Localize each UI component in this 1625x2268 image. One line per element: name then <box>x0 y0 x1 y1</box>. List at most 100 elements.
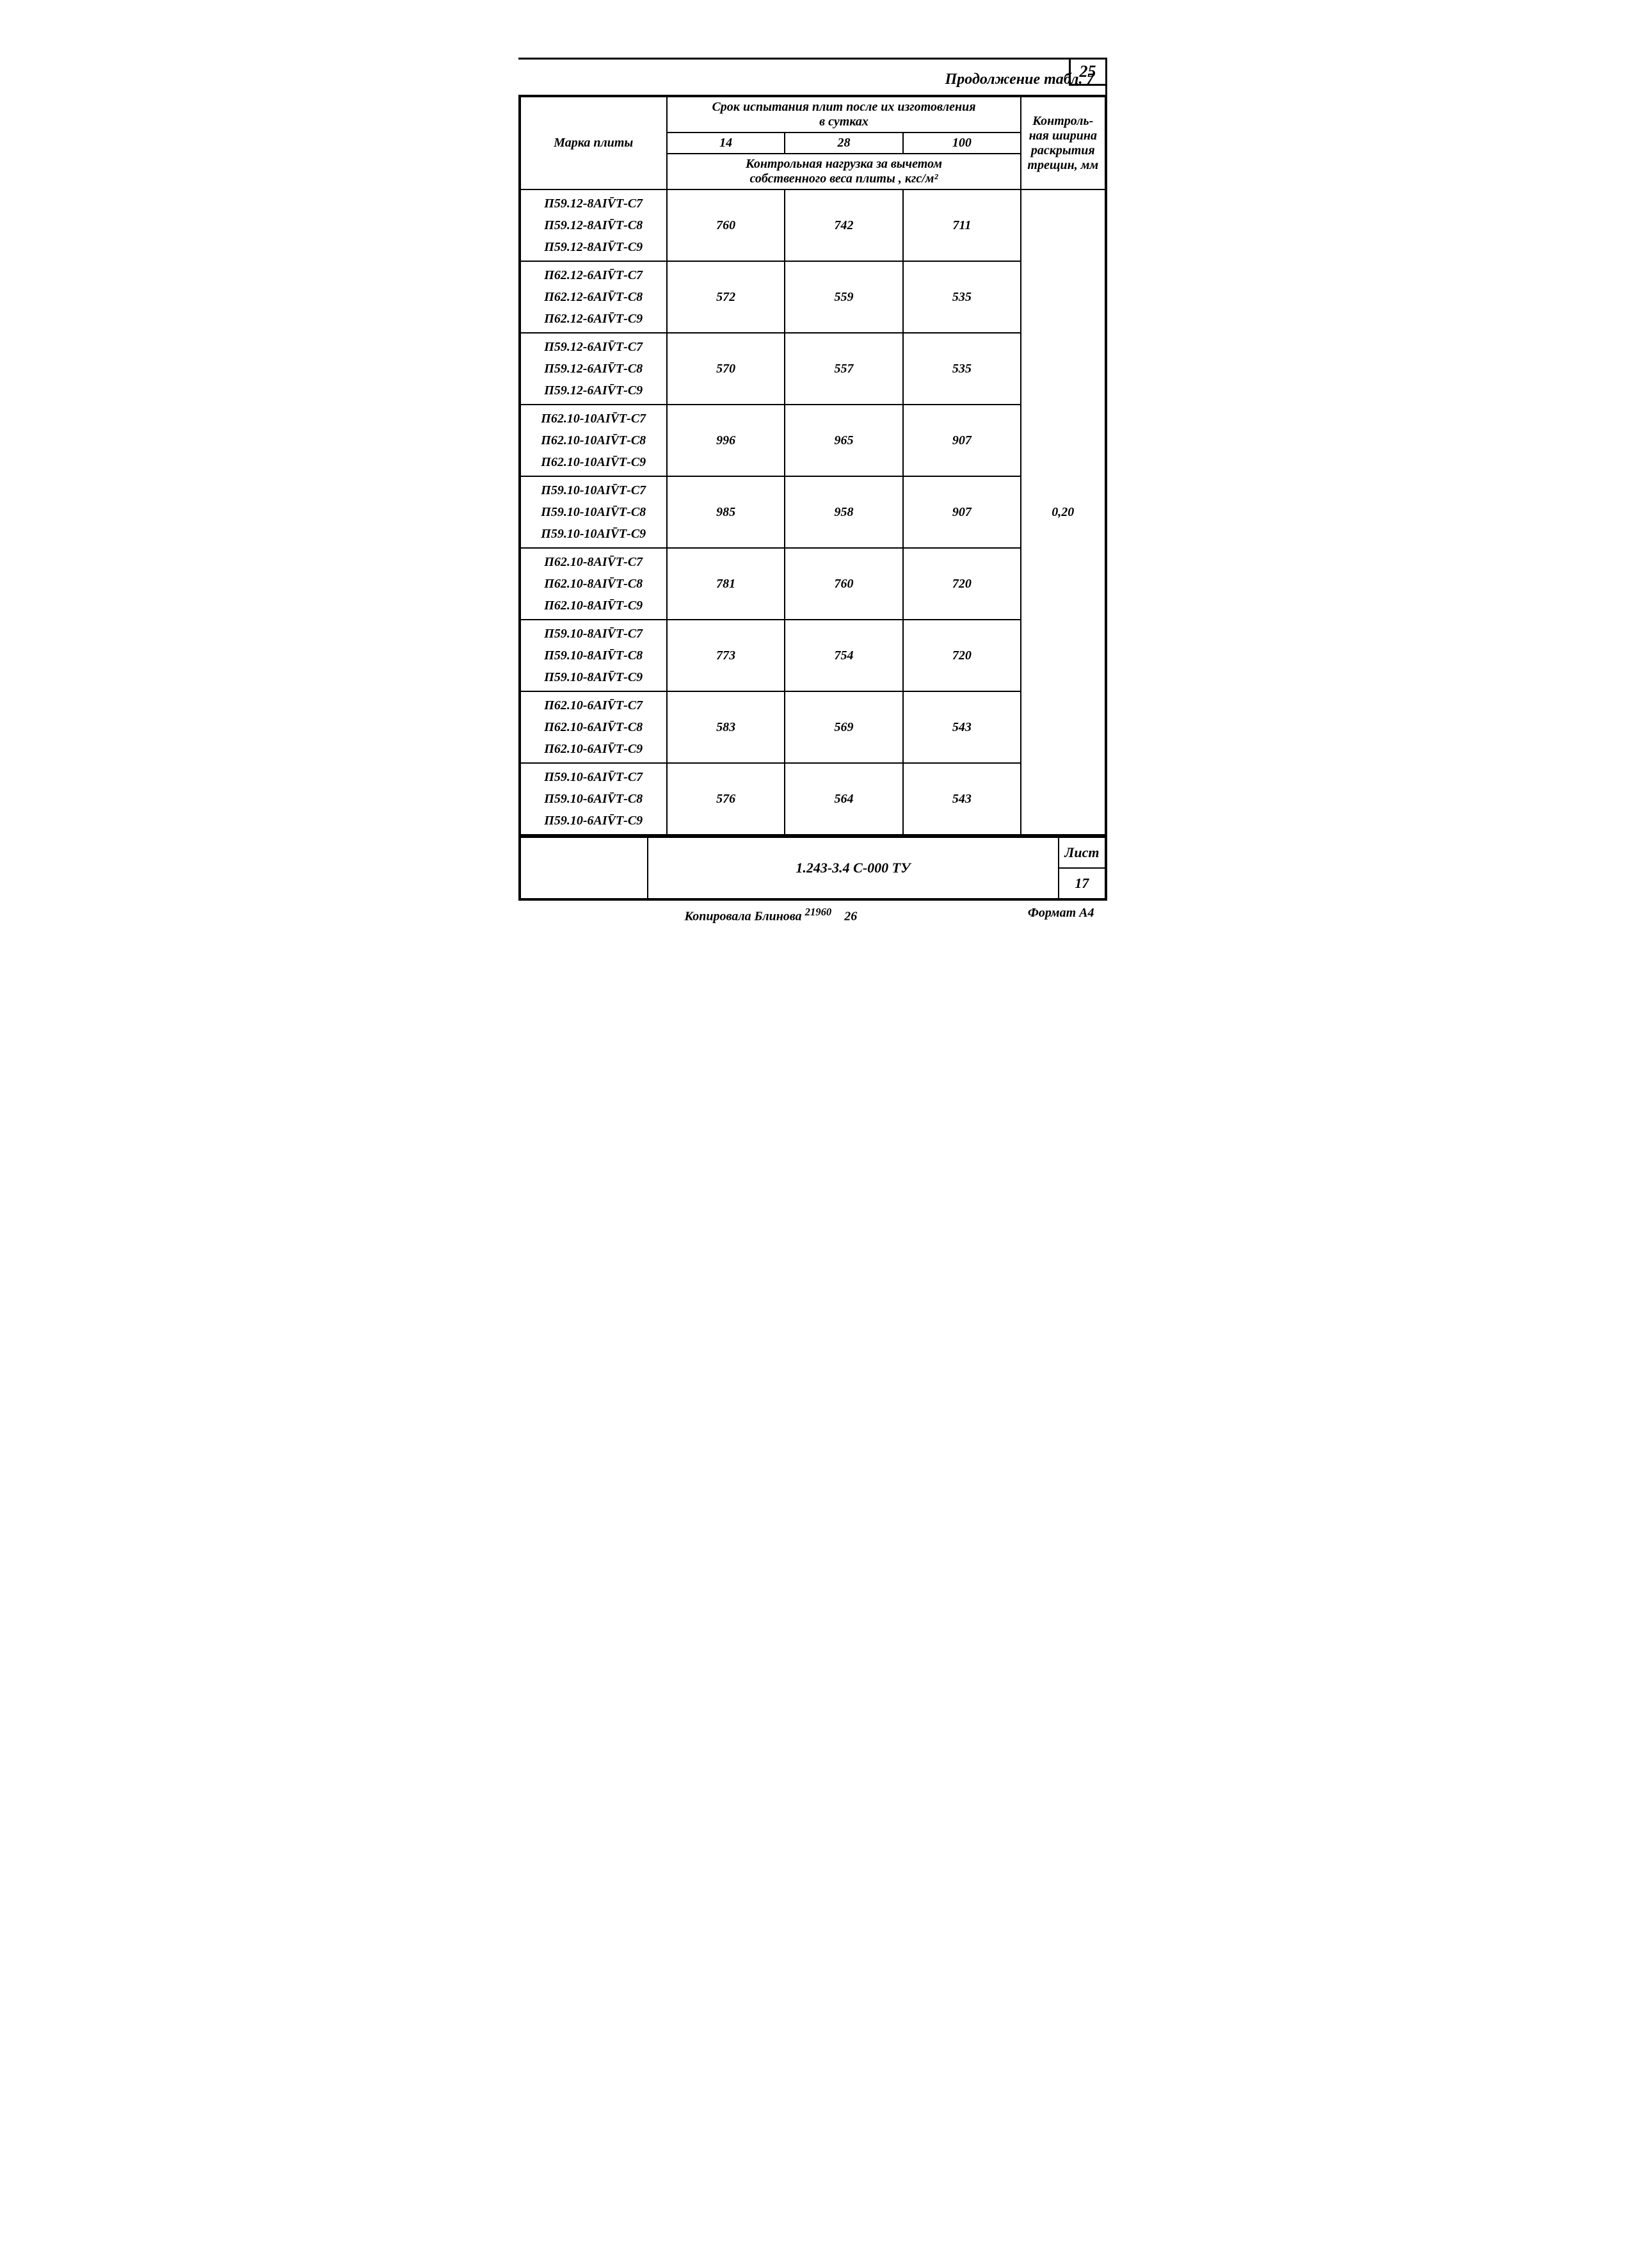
mark-cell: П59.12-8АIV̄Т-С7П59.12-8АIV̄Т-С8П59.12-8… <box>520 189 667 261</box>
header-kn-line1: Контрольная нагрузка за вычетом <box>671 157 1016 172</box>
value-cell: 572 <box>667 261 785 333</box>
value-cell: 576 <box>667 763 785 835</box>
header-marka: Марка плиты <box>520 96 667 189</box>
value-cell: 985 <box>667 476 785 548</box>
value-cell: 958 <box>785 476 902 548</box>
table-row: П59.10-8АIV̄Т-С7П59.10-8АIV̄Т-С8П59.10-8… <box>520 620 1106 691</box>
mark-label: П59.10-8АIV̄Т-С9 <box>525 666 662 688</box>
value-cell: 773 <box>667 620 785 691</box>
value-cell: 559 <box>785 261 902 333</box>
mark-cell: П59.12-6АIV̄Т-С7П59.12-6АIV̄Т-С8П59.12-6… <box>520 333 667 405</box>
mark-label: П62.10-10АIV̄Т-С9 <box>525 451 662 473</box>
table-row: П62.10-6АIV̄Т-С7П62.10-6АIV̄Т-С8П62.10-6… <box>520 691 1106 763</box>
value-cell: 711 <box>903 189 1021 261</box>
value-cell: 781 <box>667 548 785 620</box>
mark-cell: П62.10-10АIV̄Т-С7П62.10-10АIV̄Т-С8П62.10… <box>520 405 667 476</box>
mark-label: П59.12-6АIV̄Т-С8 <box>525 358 662 380</box>
value-cell: 535 <box>903 261 1021 333</box>
mark-cell: П62.10-8АIV̄Т-С7П62.10-8АIV̄Т-С8П62.10-8… <box>520 548 667 620</box>
continuation-title: Продолжение табл. 7 <box>518 71 1094 88</box>
value-cell: 742 <box>785 189 902 261</box>
value-cell: 557 <box>785 333 902 405</box>
value-cell: 720 <box>903 548 1021 620</box>
mark-label: П62.10-8АIV̄Т-С7 <box>525 551 662 573</box>
value-cell: 996 <box>667 405 785 476</box>
mark-label: П62.10-6АIV̄Т-С9 <box>525 738 662 760</box>
format-label: Формат А4 <box>1028 906 1094 924</box>
header-100: 100 <box>903 133 1021 154</box>
mark-label: П62.12-6АIV̄Т-С9 <box>525 308 662 330</box>
data-table: Марка плиты Срок испытания плит после их… <box>518 95 1107 837</box>
mark-label: П59.12-8АIV̄Т-С9 <box>525 236 662 258</box>
value-cell: 754 <box>785 620 902 691</box>
page-number-top: 25 <box>1069 58 1107 86</box>
mark-label: П59.12-6АIV̄Т-С9 <box>525 380 662 401</box>
bottom-line: Копировала Блинова 21960 26 Формат А4 <box>518 906 1107 924</box>
mark-label: П62.10-10АIV̄Т-С7 <box>525 408 662 430</box>
mark-label: П59.10-8АIV̄Т-С7 <box>525 623 662 645</box>
copied-by: Копировала Блинова 21960 26 <box>685 906 858 924</box>
header-crack-width: Контроль-ная ширина раскрытия трещин, мм <box>1021 96 1105 189</box>
mark-label: П59.10-6АIV̄Т-С9 <box>525 810 662 832</box>
table-row: П59.10-10АIV̄Т-С7П59.10-10АIV̄Т-С8П59.10… <box>520 476 1106 548</box>
mark-cell: П62.12-6АIV̄Т-С7П62.12-6АIV̄Т-С8П62.12-6… <box>520 261 667 333</box>
value-cell: 907 <box>903 405 1021 476</box>
value-cell: 760 <box>785 548 902 620</box>
mark-label: П59.10-10АIV̄Т-С9 <box>525 523 662 545</box>
mark-label: П59.12-8АIV̄Т-С7 <box>525 193 662 214</box>
value-cell: 543 <box>903 691 1021 763</box>
value-cell: 720 <box>903 620 1021 691</box>
table-row: П59.10-6АIV̄Т-С7П59.10-6АIV̄Т-С8П59.10-6… <box>520 763 1106 835</box>
header-28: 28 <box>785 133 902 154</box>
table-body: П59.12-8АIV̄Т-С7П59.12-8АIV̄Т-С8П59.12-8… <box>520 189 1106 835</box>
table-row: П62.10-10АIV̄Т-С7П62.10-10АIV̄Т-С8П62.10… <box>520 405 1106 476</box>
table-row: П59.12-6АIV̄Т-С7П59.12-6АIV̄Т-С8П59.12-6… <box>520 333 1106 405</box>
mark-label: П62.10-10АIV̄Т-С8 <box>525 430 662 451</box>
footer-doc-code: 1.243-3.4 С-000 ТУ <box>648 837 1059 899</box>
mark-cell: П59.10-6АIV̄Т-С7П59.10-6АIV̄Т-С8П59.10-6… <box>520 763 667 835</box>
table-row: П62.12-6АIV̄Т-С7П62.12-6АIV̄Т-С8П62.12-6… <box>520 261 1106 333</box>
footer-num2: 26 <box>844 910 857 924</box>
mark-label: П59.10-6АIV̄Т-С7 <box>525 766 662 788</box>
mark-label: П59.10-10АIV̄Т-С8 <box>525 501 662 523</box>
value-cell: 535 <box>903 333 1021 405</box>
mark-label: П59.12-8АIV̄Т-С8 <box>525 214 662 236</box>
header-srok-line2: в сутках <box>671 115 1016 129</box>
table-row: П59.12-8АIV̄Т-С7П59.12-8АIV̄Т-С8П59.12-8… <box>520 189 1106 261</box>
mark-label: П62.10-6АIV̄Т-С7 <box>525 695 662 716</box>
header-kn-line2: собственного веса плиты , кгс/м² <box>671 172 1016 186</box>
mark-label: П62.12-6АIV̄Т-С7 <box>525 264 662 286</box>
value-cell: 907 <box>903 476 1021 548</box>
value-cell: 569 <box>785 691 902 763</box>
value-cell: 965 <box>785 405 902 476</box>
value-cell: 543 <box>903 763 1021 835</box>
footer-empty <box>520 837 648 899</box>
value-cell: 570 <box>667 333 785 405</box>
footer-num1: 21960 <box>805 906 832 918</box>
header-kontrol-nagruzka: Контрольная нагрузка за вычетом собствен… <box>667 154 1021 189</box>
mark-cell: П59.10-8АIV̄Т-С7П59.10-8АIV̄Т-С8П59.10-8… <box>520 620 667 691</box>
value-cell: 564 <box>785 763 902 835</box>
mark-cell: П62.10-6АIV̄Т-С7П62.10-6АIV̄Т-С8П62.10-6… <box>520 691 667 763</box>
mark-label: П59.10-6АIV̄Т-С8 <box>525 788 662 810</box>
header-srok: Срок испытания плит после их изготовлени… <box>667 96 1021 133</box>
header-14: 14 <box>667 133 785 154</box>
mark-label: П62.10-8АIV̄Т-С9 <box>525 595 662 616</box>
mark-label: П62.10-6АIV̄Т-С8 <box>525 716 662 738</box>
value-cell: 583 <box>667 691 785 763</box>
mark-label: П59.10-8АIV̄Т-С8 <box>525 645 662 666</box>
value-cell: 760 <box>667 189 785 261</box>
page-frame: 25 Продолжение табл. 7 Марка плиты Срок … <box>518 58 1107 924</box>
mark-cell: П59.10-10АIV̄Т-С7П59.10-10АIV̄Т-С8П59.10… <box>520 476 667 548</box>
header-srok-line1: Срок испытания плит после их изготовлени… <box>671 100 1016 115</box>
crack-width-value: 0,20 <box>1021 189 1105 835</box>
mark-label: П62.12-6АIV̄Т-С8 <box>525 286 662 308</box>
mark-label: П59.10-10АIV̄Т-С7 <box>525 479 662 501</box>
mark-label: П62.10-8АIV̄Т-С8 <box>525 573 662 595</box>
footer-table: 1.243-3.4 С-000 ТУ Лист 17 <box>518 837 1107 901</box>
footer-sheet-number: 17 <box>1059 868 1105 899</box>
footer-sheet-label: Лист <box>1059 837 1105 868</box>
mark-label: П59.12-6АIV̄Т-С7 <box>525 336 662 358</box>
table-row: П62.10-8АIV̄Т-С7П62.10-8АIV̄Т-С8П62.10-8… <box>520 548 1106 620</box>
copied-by-text: Копировала Блинова <box>685 910 802 924</box>
